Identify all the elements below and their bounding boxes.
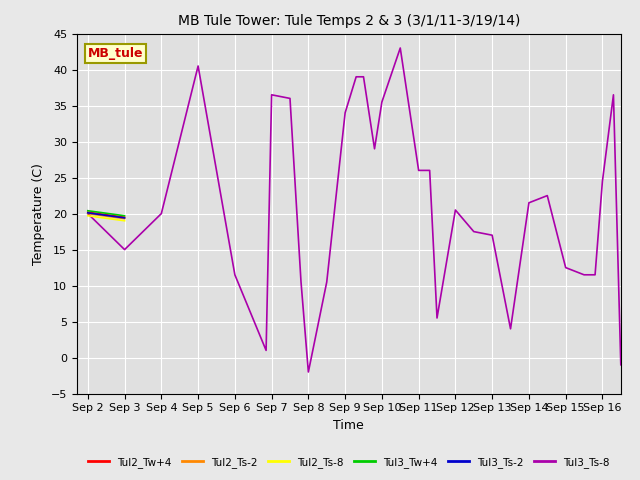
Y-axis label: Temperature (C): Temperature (C) <box>32 163 45 264</box>
Legend: Tul2_Tw+4, Tul2_Ts-2, Tul2_Ts-8, Tul3_Tw+4, Tul3_Ts-2, Tul3_Ts-8: Tul2_Tw+4, Tul2_Ts-2, Tul2_Ts-8, Tul3_Tw… <box>84 453 614 472</box>
Text: MB_tule: MB_tule <box>88 47 143 60</box>
Title: MB Tule Tower: Tule Temps 2 & 3 (3/1/11-3/19/14): MB Tule Tower: Tule Temps 2 & 3 (3/1/11-… <box>178 14 520 28</box>
X-axis label: Time: Time <box>333 419 364 432</box>
